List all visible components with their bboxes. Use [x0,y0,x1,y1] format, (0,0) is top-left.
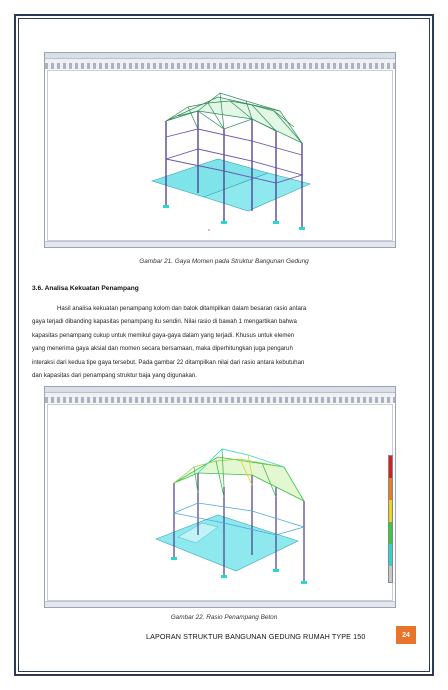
paragraph-line: gaya terjadi dibanding kapasitas penampa… [32,318,297,326]
page-number-badge: 24 [396,626,416,644]
paragraph-line: Hasil analisa kekuatan penampang kolom d… [57,305,307,312]
page-border-inner [18,18,430,672]
app-titlebar [45,53,395,59]
legend-swatch [389,456,392,478]
legend-swatch [389,500,392,522]
footer-title: LAPORAN STRUKTUR BANGUNAN GEDUNG RUMAH T… [146,632,366,641]
model-view: x [47,70,393,241]
paragraph-line: yang menerima gaya aksial dan momen seca… [32,345,293,353]
app-statusbar [45,241,395,247]
figure-22-caption: Gambar 22. Rasio Penampang Beton [170,614,278,621]
app-toolbar [45,397,395,403]
app-menubar [45,393,395,397]
figure-21-screenshot: x [44,52,396,248]
legend-swatch [389,544,392,566]
app-toolbar [45,63,395,69]
app-menubar [45,59,395,63]
svg-text:x: x [208,227,210,232]
legend-swatch [389,478,392,500]
ratio-color-legend [388,455,393,583]
legend-swatch [389,522,392,544]
paragraph-line: interaksi dari kedua tipe gaya tersebut.… [32,358,305,366]
legend-swatch [389,566,392,582]
section-heading: 3.6. Analisa Kekuatan Penampang [32,285,139,292]
app-titlebar [45,387,395,393]
figure-22-screenshot [44,386,396,608]
figure-21-caption: Gambar 21. Gaya Momen pada Struktur Bang… [139,258,309,265]
page-border-outer [14,14,434,676]
paragraph-line: kapasitas penampang cukup untuk memikul … [32,331,295,339]
app-statusbar [45,601,395,607]
body-paragraph: Hasil analisa kekuatan penampang kolom d… [32,302,401,382]
paragraph-line: dan kapasitas dari penampang struktur ba… [32,372,197,380]
structure-3d-model: x [151,92,311,232]
structure-ratio-model [155,448,307,584]
model-view [47,404,393,601]
